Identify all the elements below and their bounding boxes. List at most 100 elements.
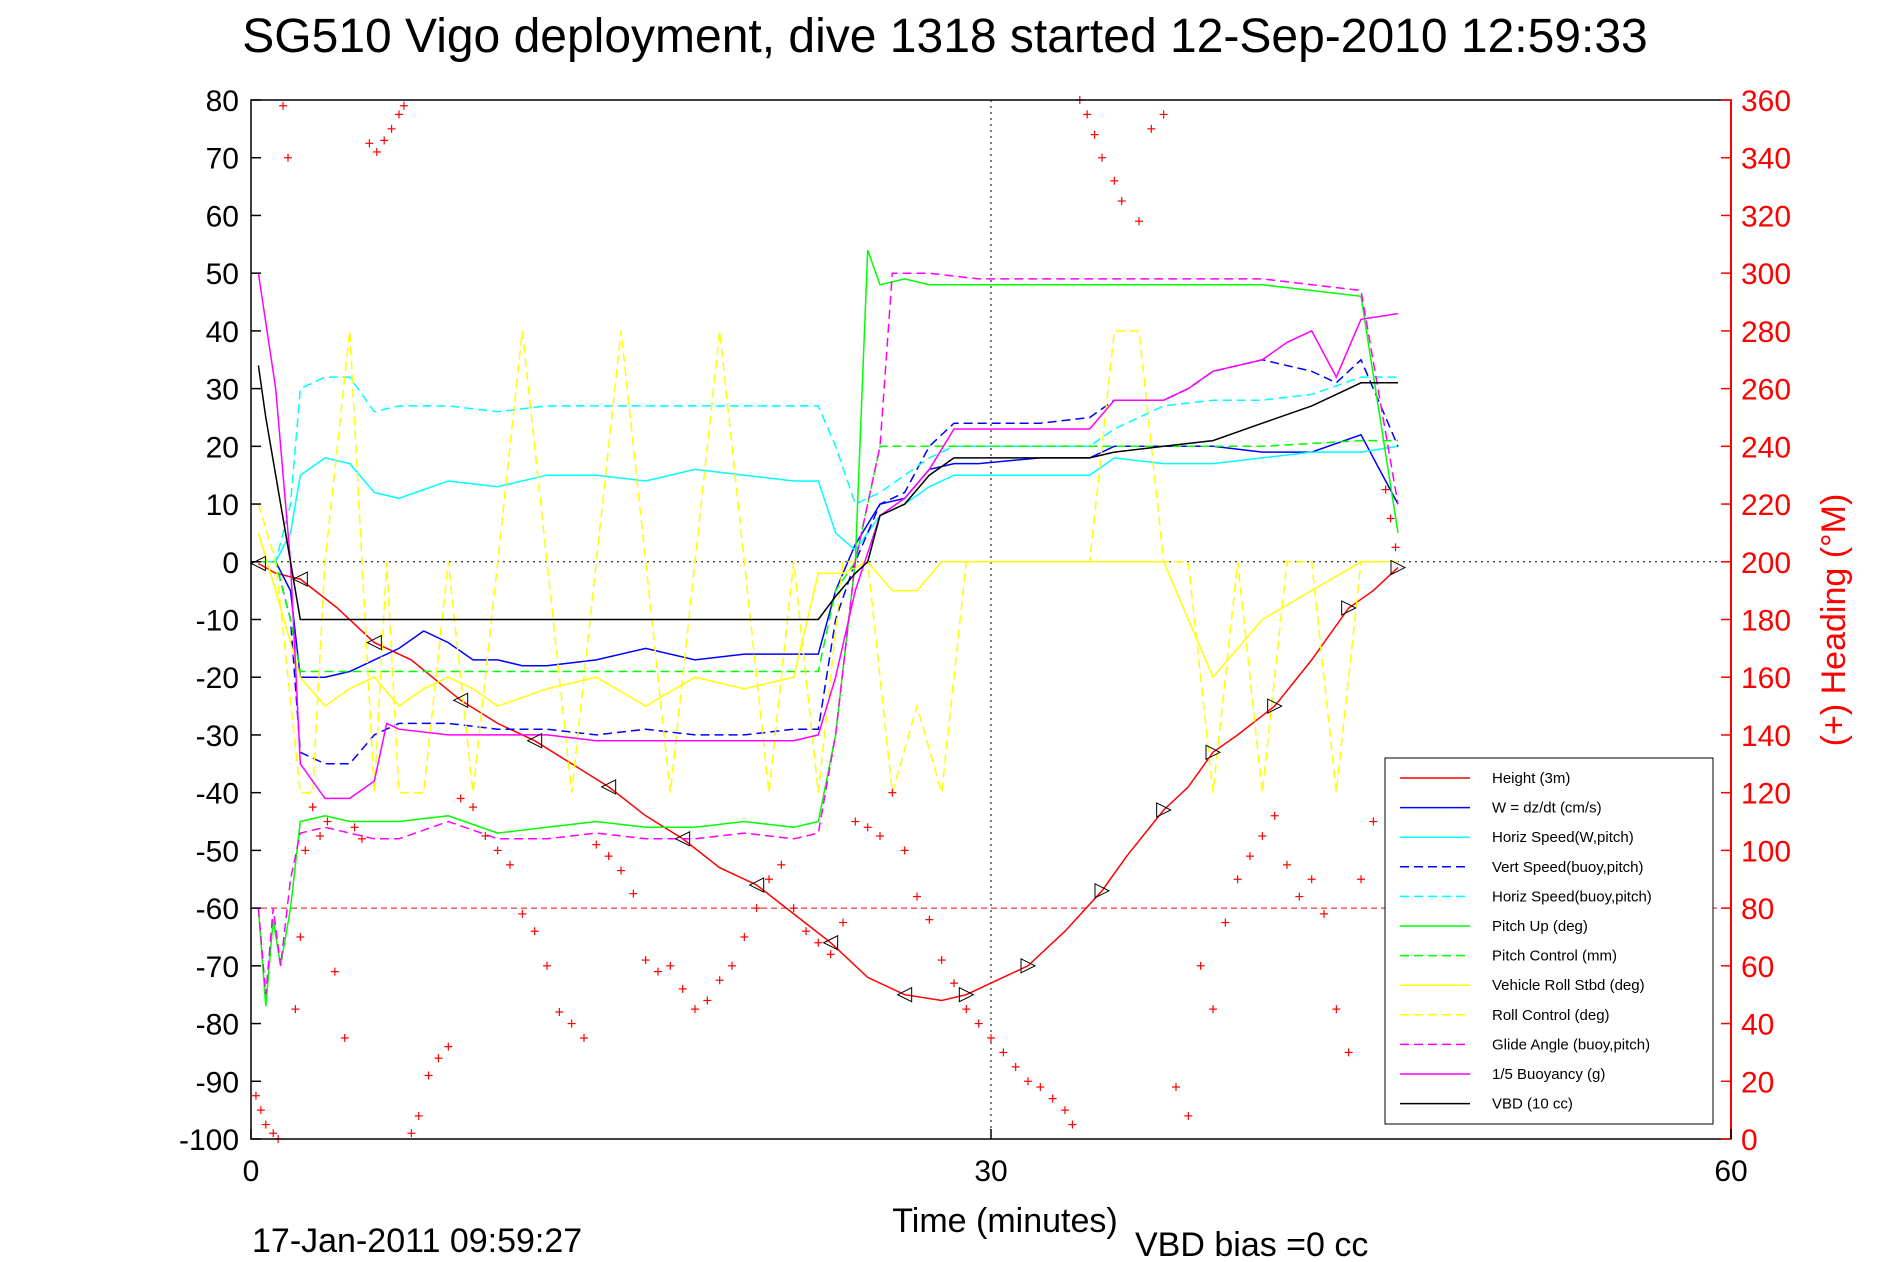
heading-point xyxy=(518,909,527,918)
heading-point xyxy=(1258,831,1267,840)
left-tick-label: 40 xyxy=(206,316,239,349)
left-tick-label: -80 xyxy=(196,1009,239,1042)
heading-point xyxy=(641,956,650,965)
heading-point xyxy=(950,979,958,988)
left-tick-label: -20 xyxy=(196,662,239,695)
left-tick-label: 50 xyxy=(206,258,239,291)
heading-point xyxy=(617,866,625,875)
heading-point xyxy=(296,932,305,941)
left-tick-label: -50 xyxy=(196,835,239,868)
heading-point xyxy=(703,996,712,1005)
series-height-3m xyxy=(258,562,1399,1002)
height-marker xyxy=(600,779,617,795)
series-1-5-buoyancy-g xyxy=(257,273,1399,800)
series-pitch-up-deg xyxy=(257,249,1399,1007)
heading-point xyxy=(330,967,339,976)
left-tick-label: 80 xyxy=(206,85,239,118)
heading-point xyxy=(802,927,810,936)
legend-item-label: Horiz Speed(buoy,pitch) xyxy=(1492,888,1652,905)
right-tick-label: 340 xyxy=(1741,143,1791,176)
height-marker xyxy=(958,986,975,1003)
heading-point xyxy=(1221,918,1230,927)
left-tick-label: -100 xyxy=(179,1124,239,1157)
heading-point xyxy=(1246,852,1254,861)
heading-point xyxy=(1061,1106,1069,1115)
heading-point xyxy=(1381,485,1390,494)
heading-point xyxy=(1083,110,1092,119)
heading-point xyxy=(316,831,325,840)
height-marker xyxy=(250,555,266,572)
heading-point xyxy=(1307,875,1316,884)
heading-point xyxy=(269,1129,278,1138)
heading-point xyxy=(567,1019,576,1028)
right-axis-label: (+) Heading (°M) xyxy=(1815,494,1853,747)
height-marker xyxy=(1390,559,1407,576)
heading-point xyxy=(387,124,396,133)
height-marker xyxy=(748,877,765,893)
right-tick-label: 200 xyxy=(1741,547,1791,580)
heading-point xyxy=(580,1033,588,1042)
chart-title: SG510 Vigo deployment, dive 1318 started… xyxy=(242,10,1647,63)
left-tick-label: -40 xyxy=(196,778,239,811)
heading-point xyxy=(1068,1120,1077,1129)
heading-point xyxy=(395,110,403,119)
heading-point xyxy=(913,892,921,901)
heading-point xyxy=(1344,1048,1353,1057)
left-tick-label: 20 xyxy=(206,431,239,464)
heading-point xyxy=(629,889,638,898)
left-tick-label: 60 xyxy=(206,200,239,233)
legend-item-label: Horiz Speed(W,pitch) xyxy=(1492,829,1634,846)
heading-point xyxy=(481,831,490,840)
left-tick-label: -10 xyxy=(196,605,239,638)
heading-point xyxy=(1270,811,1279,820)
series-glide-angle-buoy-pitch xyxy=(257,272,1399,995)
footer-vbd-bias: VBD bias =0 cc xyxy=(1135,1226,1368,1262)
right-tick-label: 140 xyxy=(1741,720,1791,753)
x-axis-ticks: 0 30 60 xyxy=(243,1129,1748,1188)
height-marker xyxy=(1205,744,1222,761)
left-tick-label: -30 xyxy=(196,720,239,753)
heading-point xyxy=(814,938,823,947)
heading-point xyxy=(555,1008,564,1017)
left-tick-label: 10 xyxy=(206,489,239,522)
heading-point xyxy=(839,918,847,927)
right-tick-label: 300 xyxy=(1741,258,1791,291)
heading-point xyxy=(1147,124,1156,133)
heading-point xyxy=(654,967,662,976)
right-tick-label: 220 xyxy=(1741,489,1791,522)
heading-point xyxy=(715,976,724,985)
series-vbd-10-cc xyxy=(257,365,1398,621)
heading-point xyxy=(1011,1062,1020,1071)
heading-point xyxy=(1135,217,1143,226)
heading-point xyxy=(888,788,897,797)
right-tick-label: 260 xyxy=(1741,374,1791,407)
heading-point xyxy=(1332,1005,1341,1014)
heading-point xyxy=(372,147,381,156)
legend-item-label: W = dz/dt (cm/s) xyxy=(1492,800,1602,817)
heading-point xyxy=(974,1019,983,1028)
heading-point xyxy=(1024,1077,1032,1086)
height-marker xyxy=(1156,802,1172,818)
heading-point xyxy=(543,961,551,970)
height-marker xyxy=(1094,882,1111,899)
heading-point xyxy=(444,1042,453,1051)
heading-point xyxy=(1369,817,1378,826)
heading-point xyxy=(1159,110,1168,119)
heading-point xyxy=(1196,961,1205,970)
right-tick-label: 320 xyxy=(1741,200,1791,233)
heading-point xyxy=(987,1033,995,1042)
heading-point xyxy=(937,956,946,965)
heading-point xyxy=(256,1106,265,1115)
heading-point xyxy=(1184,1111,1193,1120)
heading-point xyxy=(414,1111,423,1120)
heading-point xyxy=(604,852,613,861)
heading-point xyxy=(301,846,310,855)
right-tick-label: 100 xyxy=(1741,835,1791,868)
heading-point xyxy=(1357,875,1365,884)
legend-box xyxy=(1384,757,1714,1125)
x-axis-label: Time (minutes) xyxy=(892,1202,1117,1240)
right-tick-label: 0 xyxy=(1741,1124,1758,1157)
heading-point xyxy=(1048,1094,1057,1103)
right-tick-label: 160 xyxy=(1741,662,1791,695)
right-tick-label: 360 xyxy=(1741,85,1791,118)
